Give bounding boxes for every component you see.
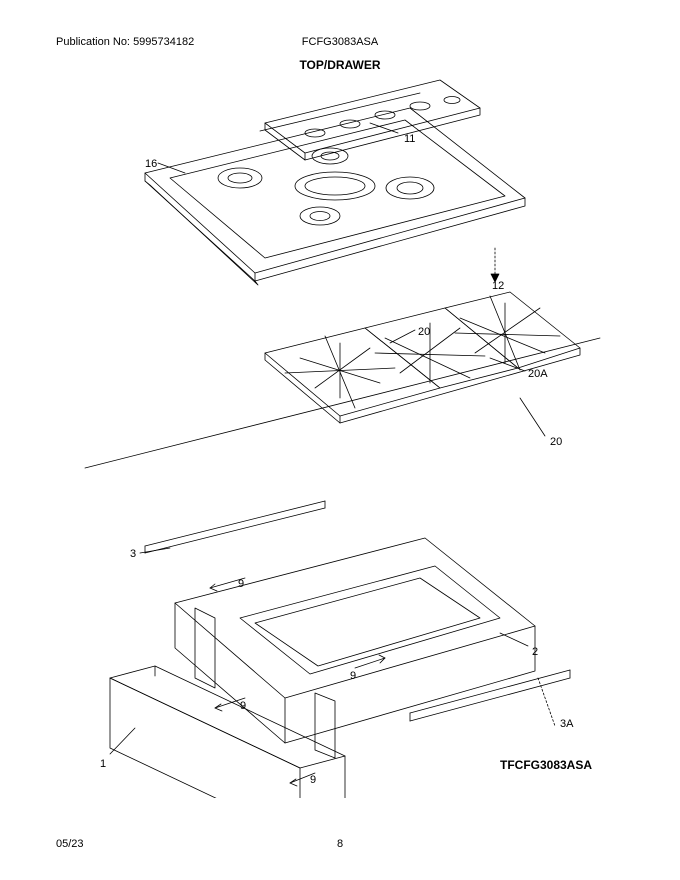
publication-number: Publication No: 5995734182 xyxy=(56,36,194,48)
publication-value: 5995734182 xyxy=(133,36,194,48)
model-number: FCFG3083ASA xyxy=(302,36,378,48)
callout-9: 9 xyxy=(238,578,244,590)
publication-label: Publication No: xyxy=(56,36,130,48)
callout-11: 11 xyxy=(404,133,415,145)
exploded-diagram: 1233A9999111216202020A TFCFG3083ASA xyxy=(40,78,640,798)
callout-3A: 3A xyxy=(560,718,573,730)
callout-1: 1 xyxy=(100,758,106,770)
footer-date: 05/23 xyxy=(56,838,84,850)
footer-page: 8 xyxy=(337,838,343,850)
callout-16: 16 xyxy=(145,158,157,170)
callout-2: 2 xyxy=(532,646,538,658)
diagram-title: TOP/DRAWER xyxy=(299,58,380,72)
callout-12: 12 xyxy=(492,280,504,292)
callout-9: 9 xyxy=(310,774,316,786)
callout-20A: 20A xyxy=(528,368,548,380)
callout-9: 9 xyxy=(240,700,246,712)
callout-20: 20 xyxy=(418,326,430,338)
callout-9: 9 xyxy=(350,670,356,682)
callout-20: 20 xyxy=(550,436,562,448)
callout-3: 3 xyxy=(130,548,136,560)
diagram-code: TFCFG3083ASA xyxy=(500,758,592,772)
